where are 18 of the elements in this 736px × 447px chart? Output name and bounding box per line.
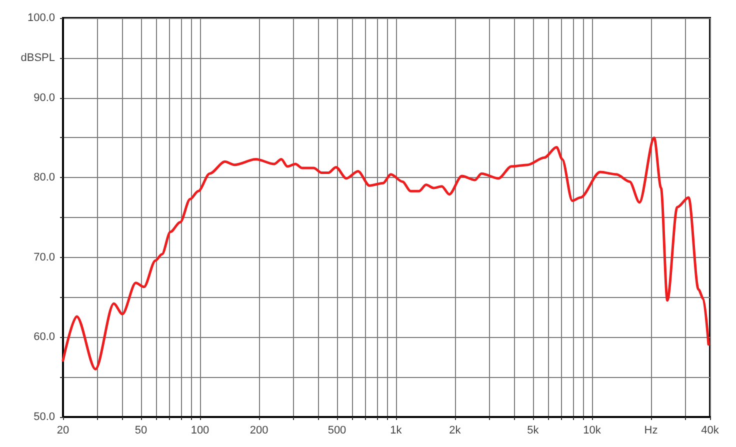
x-tick-label: 50 [134,424,148,436]
x-tick-label: 1k [390,424,402,436]
x-tick-label: 200 [250,424,268,436]
y-tick-label: 80.0 [34,172,55,184]
x-tick-label: 20 [56,424,70,436]
y-tick-label: 60.0 [34,331,55,344]
y-tick-label: dBSPL [20,52,55,64]
x-tick-label: 40k [701,424,720,436]
x-tick-label: 100 [190,424,210,436]
y-tick-label: 50.0 [34,411,55,423]
x-tick-label: 5k [527,424,540,436]
y-tick-label: 100.0 [27,12,55,24]
x-tick-label: 10k [583,424,602,436]
x-tick-label: Hz [644,424,658,436]
y-tick-label: 90.0 [34,92,55,104]
x-tick-label: 2k [449,424,462,436]
y-tick-label: 70.0 [34,251,55,264]
x-tick-label: 500 [328,424,346,436]
